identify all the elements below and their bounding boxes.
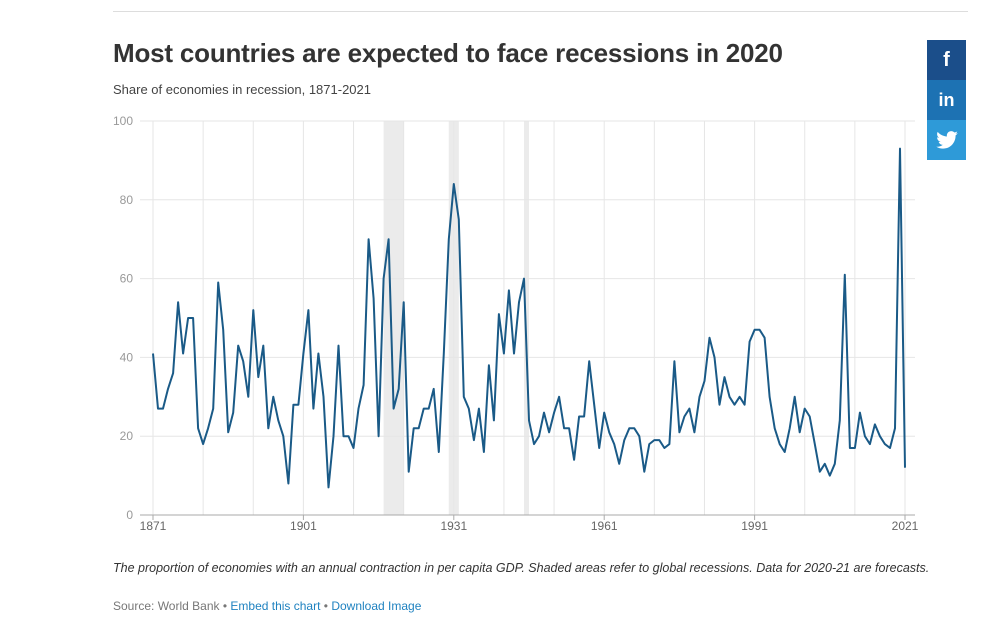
twitter-share-button[interactable] bbox=[927, 120, 966, 160]
x-tick-label: 1961 bbox=[591, 519, 618, 533]
x-tick-label: 2021 bbox=[892, 519, 919, 533]
recession-band bbox=[523, 121, 529, 515]
x-tick-label: 1901 bbox=[290, 519, 317, 533]
y-tick-label: 0 bbox=[126, 508, 133, 522]
twitter-bird-icon bbox=[935, 131, 958, 149]
recession-band bbox=[383, 121, 404, 515]
share-bar: f in bbox=[927, 40, 966, 160]
separator-dot: • bbox=[323, 599, 328, 613]
series-layer bbox=[152, 147, 906, 489]
chart-subtitle: Share of economies in recession, 1871-20… bbox=[113, 82, 371, 97]
series-line bbox=[152, 147, 906, 489]
y-tick-label: 20 bbox=[120, 429, 134, 443]
chart-title: Most countries are expected to face rece… bbox=[113, 38, 783, 68]
linkedin-share-button[interactable]: in bbox=[927, 80, 966, 120]
y-axis-ticks: 0 20 40 60 80 100 bbox=[113, 114, 133, 522]
y-tick-label: 100 bbox=[113, 114, 133, 128]
y-tick-label: 40 bbox=[120, 350, 134, 364]
x-tick-label: 1871 bbox=[140, 519, 167, 533]
linkedin-icon: in bbox=[938, 89, 955, 110]
facebook-icon: f bbox=[943, 48, 950, 71]
embed-chart-link[interactable]: Embed this chart bbox=[230, 599, 321, 613]
source-line: Source: World Bank • Embed this chart • … bbox=[113, 599, 421, 613]
facebook-share-button[interactable]: f bbox=[927, 40, 966, 80]
chart-footnote: The proportion of economies with an annu… bbox=[113, 561, 930, 575]
y-tick-label: 80 bbox=[120, 193, 134, 207]
top-divider bbox=[113, 11, 968, 12]
x-tick-label: 1931 bbox=[440, 519, 467, 533]
y-tick-label: 60 bbox=[120, 272, 134, 286]
source-label: Source: World Bank bbox=[113, 599, 220, 613]
x-tick-label: 1991 bbox=[741, 519, 768, 533]
separator-dot: • bbox=[222, 599, 228, 613]
download-image-link[interactable]: Download Image bbox=[331, 599, 422, 613]
x-axis-ticks: 1871 1901 1931 1961 1991 2021 bbox=[140, 515, 919, 533]
